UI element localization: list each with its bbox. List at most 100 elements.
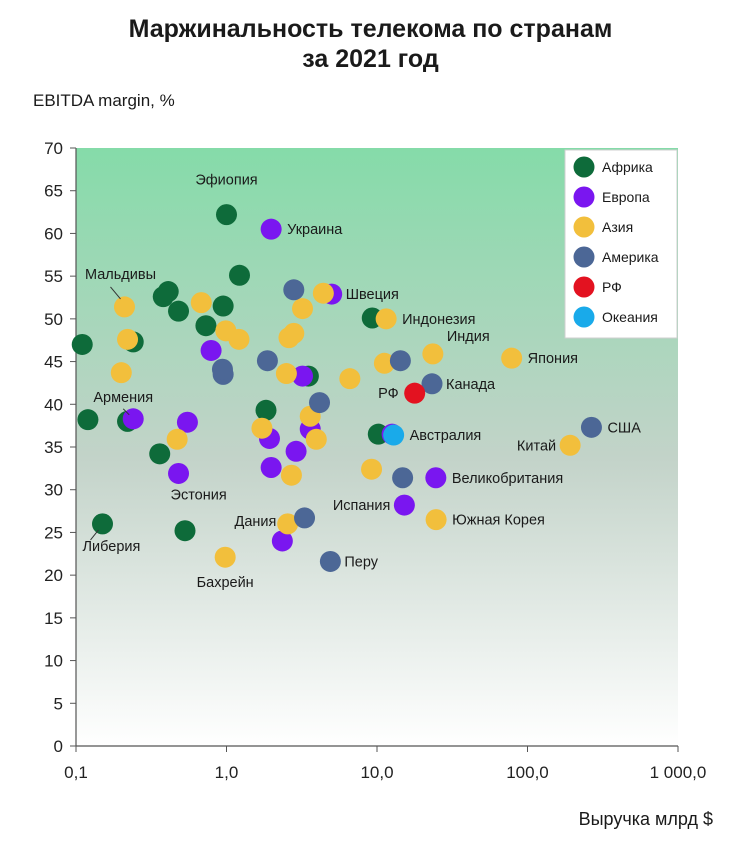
y-tick-label: 35 [44,438,63,457]
point-asia [275,363,297,385]
point-africa [77,409,99,431]
point-africa [168,300,190,322]
legend-marker-america [573,246,595,268]
label-leader-line [90,529,99,541]
point-america [211,358,233,380]
point-label: Армения [93,390,153,406]
point-europe [168,462,190,484]
legend-marker-africa [573,156,595,178]
point-america [294,507,316,529]
point-america [421,373,443,395]
point-label: РФ [378,386,399,402]
point-label: Бахрейн [197,575,254,591]
point-asia [361,458,383,480]
y-tick-label: 60 [44,224,63,243]
legend-marker-asia [573,216,595,238]
point-label: Либерия [83,539,141,555]
y-axis-label: EBITDA margin, % [33,91,175,110]
point-asia [422,343,444,365]
y-tick-label: 15 [44,609,63,628]
point-europe [200,339,222,361]
point-america [389,350,411,372]
point-asia [339,368,361,390]
point-oceania [383,424,405,446]
point-label: Великобритания [452,471,563,487]
x-axis-label: Выручка млрд $ [578,809,713,829]
point-label: Дания [235,514,277,530]
point-europe [285,440,307,462]
y-tick-label: 50 [44,310,63,329]
point-label: Испания [333,498,391,514]
point-africa [149,443,171,465]
point-europe [425,467,447,489]
legend-label: Америка [602,249,659,265]
point-asia [292,298,314,320]
legend-label: Европа [602,189,650,205]
label-leader-line [122,408,130,416]
x-tick-label: 100,0 [506,763,549,782]
y-tick-label: 55 [44,267,63,286]
point-africa [216,204,237,226]
x-tick-label: 1 000,0 [650,763,707,782]
point-africa [174,520,196,542]
point-label: Япония [528,351,578,367]
legend-label: Африка [602,159,653,175]
point-label: Мальдивы [85,267,156,283]
point-africa [195,315,217,337]
point-asia [375,308,397,330]
point-labels: Эфиопия Либерия Украина Швеция Армения Эстони… [83,173,642,592]
point-label: Австралия [410,428,482,444]
point-label: Южная Корея [452,513,545,529]
point-label: Индонезия [402,312,475,328]
legend-marker-rf [573,276,595,298]
point-africa [157,281,179,303]
y-tick-label: 20 [44,566,63,585]
point-label: Украина [287,222,343,238]
x-tick-label: 0,1 [64,763,88,782]
point-asia [425,509,447,531]
label-leader-line [110,286,121,300]
point-asia [166,428,188,450]
chart-title-line1: Маржинальность телекома по странам [128,15,613,43]
y-tick-label: 5 [54,694,63,713]
legend-label: Океания [602,309,658,325]
point-africa [255,399,277,421]
y-tick-label: 0 [54,737,63,756]
point-label: Китай [517,438,556,454]
point-asia [190,292,212,314]
legend-label: РФ [602,279,622,295]
point-america [309,392,331,414]
point-africa [228,264,250,286]
y-tick-label: 65 [44,182,63,201]
point-america [392,467,414,489]
point-europe [260,457,282,479]
data-points [71,204,602,572]
point-asia [110,362,132,384]
chart-title-line2: за 2021 год [302,45,439,73]
point-label: США [607,420,641,436]
point-label: Швеция [346,287,399,303]
point-label: Канада [446,377,496,393]
point-asia [214,546,236,568]
point-europe [271,530,293,552]
y-tick-label: 70 [44,139,63,158]
point-asia [251,417,273,439]
y-tick-label: 40 [44,395,63,414]
point-europe [393,494,415,516]
point-asia [277,513,299,535]
point-america [580,416,602,438]
point-label: Перу [344,554,378,570]
point-asia [280,464,302,486]
point-asia [559,434,581,456]
y-tick-label: 30 [44,481,63,500]
point-europe [176,411,198,433]
legend: Африка Европа Азия Америка РФ Океания [564,149,678,339]
y-tick-label: 10 [44,652,63,671]
legend-marker-europe [573,186,595,208]
x-tick-label: 1,0 [215,763,239,782]
point-asia [501,347,523,369]
point-asia [113,296,135,318]
point-label: Индия [447,329,490,345]
point-america [283,279,305,301]
